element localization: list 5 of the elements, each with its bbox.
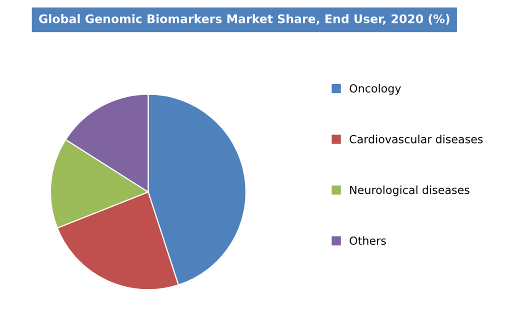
chart-title: Global Genomic Biomarkers Market Share, End User, 2020 (%) [39, 14, 450, 25]
legend-label: Others [350, 236, 386, 245]
legend-label: Oncology [350, 84, 401, 95]
legend-label: Cardiovascular diseases [350, 134, 483, 144]
legend-label: Neurological diseases [350, 186, 470, 196]
